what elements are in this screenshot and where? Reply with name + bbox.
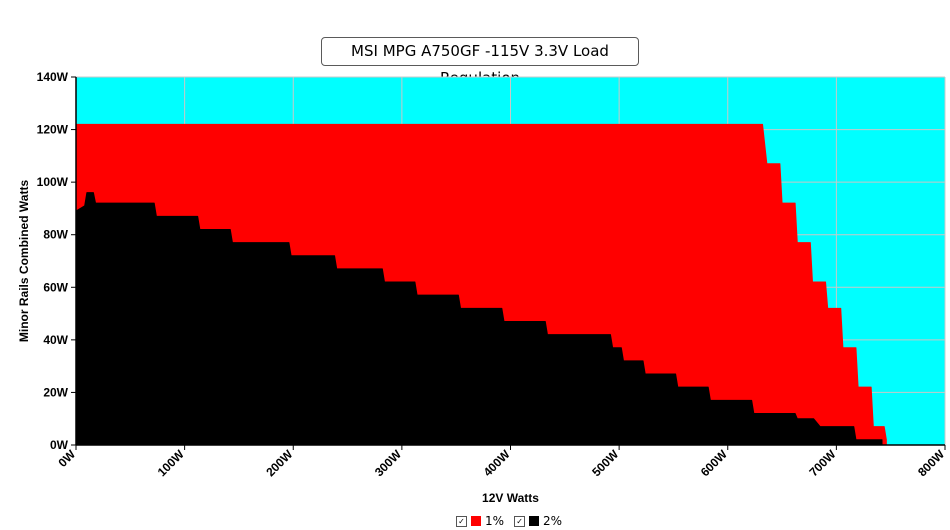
x-tick-label: 800W <box>915 447 948 480</box>
x-tick-label: 300W <box>372 447 405 480</box>
y-axis-title: Minor Rails Combined Watts <box>17 180 31 343</box>
x-tick-label: 600W <box>698 447 731 480</box>
x-tick-label: 200W <box>263 447 296 480</box>
y-tick-label: 60W <box>43 280 68 294</box>
legend-label: 2% <box>543 514 563 528</box>
legend: ✓ 1% ✓ 2% <box>456 513 572 529</box>
checkbox-icon[interactable]: ✓ <box>456 515 467 527</box>
legend-swatch <box>529 516 540 526</box>
series-areas <box>75 123 887 446</box>
y-tick-label: 40W <box>43 333 68 347</box>
y-tick-label: 120W <box>37 123 69 137</box>
legend-item-1pct[interactable]: ✓ 1% <box>456 514 504 528</box>
x-tick-label: 400W <box>481 447 514 480</box>
checkbox-icon[interactable]: ✓ <box>514 515 526 527</box>
legend-item-2pct[interactable]: ✓ 2% <box>514 514 562 528</box>
x-tick-label: 700W <box>806 447 839 480</box>
x-tick-label: 500W <box>589 447 622 480</box>
y-tick-label: 80W <box>43 228 68 242</box>
chart-title: MSI MPG A750GF -115V 3.3V Load Regulatio… <box>321 37 639 87</box>
legend-label: 1% <box>485 514 505 528</box>
y-tick-label: 20W <box>43 385 68 399</box>
series-area-2 <box>75 192 883 446</box>
x-axis-title: 12V Watts <box>482 491 539 505</box>
x-tick-label: 100W <box>155 447 188 480</box>
y-tick-label: 100W <box>37 175 69 189</box>
y-tick-label: 0W <box>50 438 69 452</box>
y-tick-label: 140W <box>37 70 69 84</box>
legend-swatch <box>471 516 481 526</box>
